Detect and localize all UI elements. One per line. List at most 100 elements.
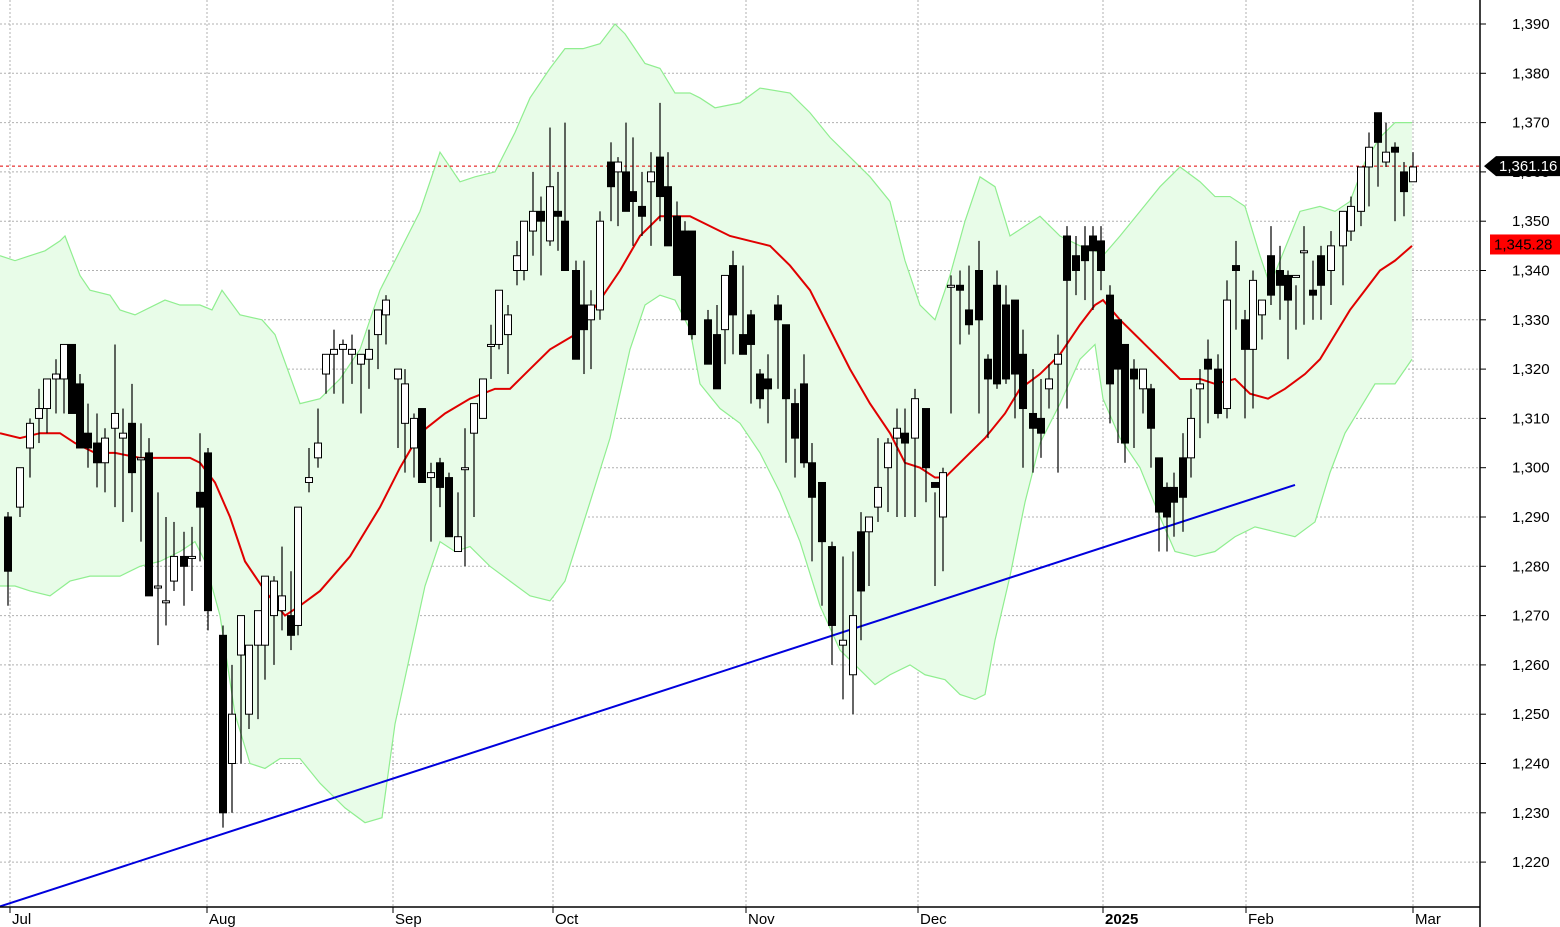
y-tick-label: 1,350	[1512, 213, 1550, 230]
candle	[529, 171, 537, 256]
candle	[357, 353, 365, 414]
candle	[196, 433, 204, 562]
candle	[76, 374, 84, 449]
candle	[394, 368, 402, 448]
candle	[1382, 122, 1390, 167]
candle	[893, 408, 901, 517]
candle	[764, 354, 772, 424]
candle	[800, 354, 808, 468]
candle	[884, 438, 892, 513]
candle	[1121, 343, 1129, 463]
candle	[704, 309, 712, 365]
candle	[774, 295, 782, 389]
candle	[101, 428, 109, 493]
candle	[427, 462, 435, 542]
candle	[664, 152, 672, 247]
candle	[1179, 433, 1187, 532]
x-tick-label: Feb	[1248, 911, 1274, 927]
candle	[330, 329, 338, 394]
y-tick-label: 1,390	[1512, 16, 1550, 33]
candle	[401, 369, 409, 473]
candle	[587, 290, 595, 370]
candle	[1081, 226, 1089, 301]
candle	[756, 369, 764, 409]
x-tick-label: Oct	[555, 911, 579, 927]
candle	[418, 408, 426, 483]
candle	[137, 423, 145, 542]
candle	[1241, 309, 1249, 419]
candle	[495, 289, 503, 350]
candle	[60, 343, 68, 414]
candle	[1196, 369, 1204, 439]
candle	[1089, 226, 1097, 310]
y-tick-label: 1,230	[1512, 805, 1550, 822]
candle	[294, 506, 302, 636]
candle	[4, 512, 12, 606]
candle	[261, 575, 269, 680]
candle	[170, 521, 178, 591]
candle	[901, 408, 909, 517]
y-tick-label: 1,290	[1512, 509, 1550, 526]
y-tick-label: 1,330	[1512, 312, 1550, 329]
candle	[1054, 334, 1062, 473]
candle	[956, 270, 964, 345]
candle	[673, 201, 681, 276]
candle	[931, 481, 939, 587]
candle	[374, 309, 382, 370]
candle	[1284, 270, 1292, 360]
candle	[111, 344, 119, 508]
candle	[204, 447, 212, 631]
candle	[504, 305, 512, 375]
candle	[52, 359, 60, 414]
x-tick-label: Jul	[12, 911, 31, 927]
y-tick-label: 1,270	[1512, 608, 1550, 625]
candle	[487, 324, 495, 379]
candle	[865, 516, 873, 587]
candle	[454, 492, 462, 553]
candle	[688, 230, 696, 340]
candle	[546, 127, 554, 246]
y-tick-label: 1,310	[1512, 410, 1550, 427]
candle	[93, 413, 101, 488]
candle	[1309, 260, 1317, 320]
candle	[984, 354, 992, 439]
candle	[782, 324, 790, 463]
candle	[339, 339, 347, 404]
candle	[607, 142, 615, 222]
x-tick-label: Sep	[395, 911, 422, 927]
candle	[629, 137, 637, 246]
candle	[16, 467, 24, 517]
candle	[436, 457, 444, 508]
x-tick-label: Aug	[209, 911, 236, 927]
x-tick-label: Mar	[1415, 911, 1441, 927]
candle	[461, 428, 469, 567]
candle	[270, 576, 278, 665]
candle	[849, 551, 857, 715]
candle	[180, 531, 188, 606]
y-tick-label: 1,340	[1512, 263, 1550, 280]
candle	[365, 329, 373, 389]
y-tick-label: 1,370	[1512, 115, 1550, 132]
candle	[1072, 235, 1080, 296]
candle	[1365, 132, 1373, 207]
candle	[554, 171, 562, 251]
candle	[162, 517, 170, 626]
candle	[1357, 166, 1365, 227]
y-tick-label: 1,260	[1512, 657, 1550, 674]
candle	[1214, 354, 1222, 419]
x-axis-labels: Jul Aug Sep Oct Nov Dec 2025 Feb Mar	[9, 907, 1441, 927]
candle	[228, 664, 236, 813]
candle	[1391, 142, 1399, 222]
candle	[965, 265, 973, 335]
candle	[1063, 226, 1071, 409]
candle	[828, 541, 836, 665]
candle	[922, 408, 930, 503]
candle	[1374, 112, 1382, 187]
candle	[1347, 196, 1355, 241]
candle	[1029, 369, 1037, 473]
price-candles	[4, 102, 1417, 828]
candle	[975, 240, 983, 414]
candle	[638, 171, 646, 236]
candle	[119, 408, 127, 522]
candle	[278, 546, 286, 631]
